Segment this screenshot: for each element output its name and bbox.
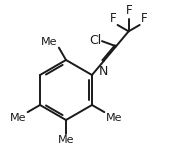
Text: Me: Me [58,135,74,145]
Text: F: F [110,12,116,24]
Text: F: F [141,12,147,24]
Text: N: N [99,64,109,78]
Text: Me: Me [106,113,122,123]
Text: Me: Me [41,37,57,47]
Text: Me: Me [10,113,26,123]
Text: F: F [126,4,132,17]
Text: Cl: Cl [89,34,101,47]
